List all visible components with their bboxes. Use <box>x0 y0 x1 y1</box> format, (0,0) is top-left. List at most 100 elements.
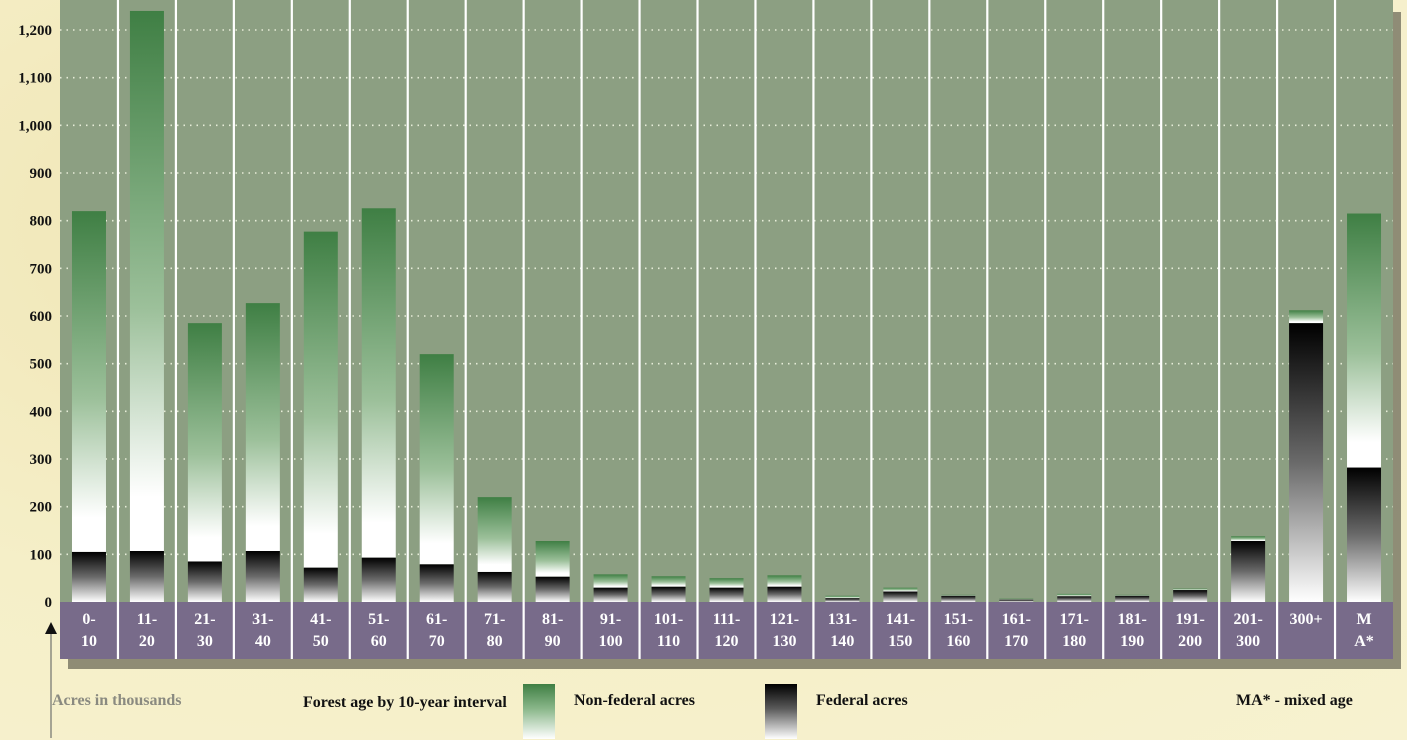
bar-nonfederal <box>651 576 686 587</box>
bar-nonfederal <box>1231 536 1266 541</box>
bar-nonfederal <box>535 540 570 577</box>
mixed-age-note: MA* - mixed age <box>1236 692 1353 709</box>
x-tick-label: M <box>1356 611 1371 628</box>
x-tick-label: 300 <box>1236 633 1260 650</box>
x-tick-label: 11- <box>137 611 157 628</box>
bar-federal <box>129 550 164 602</box>
bars <box>71 10 1382 602</box>
bar-federal <box>1115 595 1150 602</box>
x-tick-label: 191- <box>1175 611 1204 628</box>
bar-nonfederal <box>477 497 512 572</box>
bar-federal <box>1231 540 1266 602</box>
x-tick-label: 60 <box>371 633 387 650</box>
x-tick-label: 130 <box>772 633 796 650</box>
bar-federal <box>419 564 454 602</box>
up-arrow-icon <box>45 622 57 738</box>
x-tick-label: 30 <box>197 633 213 650</box>
x-tick-label: 170 <box>1004 633 1028 650</box>
y-tick-label: 600 <box>30 309 53 325</box>
x-tick-label: 91- <box>600 611 621 628</box>
y-tick-label: 800 <box>30 214 53 230</box>
x-tick-label: 111- <box>713 611 741 628</box>
plot-area <box>60 0 1393 602</box>
x-tick-label: 51- <box>368 611 389 628</box>
y-tick-label: 900 <box>30 166 53 182</box>
x-tick-label: 41- <box>310 611 331 628</box>
x-tick-label: 140 <box>830 633 854 650</box>
bar-nonfederal <box>883 587 918 592</box>
x-tick-label: 71- <box>484 611 505 628</box>
bar-nonfederal <box>825 595 860 599</box>
x-tick-label: 40 <box>255 633 271 650</box>
bar-federal <box>593 587 628 602</box>
column-separators <box>116 0 1337 659</box>
bar-federal <box>477 571 512 602</box>
x-tick-label: 300+ <box>1290 611 1323 628</box>
x-tick-label: 120 <box>715 633 739 650</box>
bar-nonfederal <box>245 303 280 551</box>
x-tick-label: 31- <box>252 611 273 628</box>
grid-lines <box>60 29 1393 556</box>
legend-label-nonfederal: Non-federal acres <box>574 692 695 709</box>
x-tick-label: 131- <box>828 611 857 628</box>
x-tick-label: 150 <box>888 633 912 650</box>
bar-federal <box>767 586 802 602</box>
y-tick-label: 1,100 <box>18 71 52 87</box>
y-tick-label: 100 <box>30 547 53 563</box>
y-tick-label: 400 <box>30 404 53 420</box>
bar-nonfederal <box>1057 593 1092 597</box>
chart: 0 100 200 300 400 500 600 700 800 900 1,000 1,100 1,… <box>18 0 1393 659</box>
x-tick-label: 0- <box>82 611 95 628</box>
bar-nonfederal <box>303 231 338 568</box>
bar-federal <box>361 557 396 602</box>
x-tick-label: 121- <box>770 611 799 628</box>
x-axis-ticks: 0- 10 11- 20 21- 30 31- 40 41- 50 51- 60 61- 70 71- 80 8… <box>81 611 1374 650</box>
x-tick-label: 20 <box>139 633 155 650</box>
bar-federal <box>187 561 222 602</box>
bar-nonfederal <box>419 354 454 565</box>
legend-label-federal: Federal acres <box>816 692 908 709</box>
bar-federal <box>303 567 338 602</box>
bar-federal <box>71 551 106 602</box>
bar-federal <box>1057 596 1092 602</box>
bar-nonfederal <box>767 575 802 587</box>
x-tick-label: 171- <box>1060 611 1089 628</box>
y-tick-label: 700 <box>30 261 53 277</box>
bar-nonfederal <box>187 323 222 562</box>
x-tick-label: 70 <box>429 633 445 650</box>
x-tick-label: 190 <box>1120 633 1144 650</box>
bar-federal <box>245 550 280 602</box>
y-tick-label: 0 <box>45 595 53 611</box>
x-tick-label: 81- <box>542 611 563 628</box>
bar-federal <box>1173 590 1208 602</box>
bar-federal <box>651 586 686 602</box>
bar-nonfederal <box>1289 310 1324 324</box>
x-tick-label: 160 <box>946 633 970 650</box>
x-tick-label: 50 <box>313 633 329 650</box>
x-tick-label: 180 <box>1062 633 1086 650</box>
x-tick-label: 141- <box>886 611 915 628</box>
bar-nonfederal <box>593 574 628 588</box>
bar-federal <box>1289 323 1324 602</box>
y-axis-ticks: 0 100 200 300 400 500 600 700 800 900 1,000 1,100 1,… <box>18 23 52 611</box>
y-tick-label: 1,200 <box>18 23 52 39</box>
bar-nonfederal <box>709 578 744 588</box>
bar-federal <box>535 576 570 602</box>
bar-nonfederal <box>1347 213 1382 468</box>
x-tick-label: 200 <box>1178 633 1202 650</box>
bar-nonfederal <box>999 598 1034 600</box>
bar-nonfederal <box>941 594 976 596</box>
bar-federal <box>999 599 1034 602</box>
bar-nonfederal <box>71 211 106 552</box>
x-axis-title-text: Forest age by 10-year interval <box>303 694 507 711</box>
legend-swatch-federal <box>765 684 797 739</box>
x-tick-label: 161- <box>1002 611 1031 628</box>
y-tick-label: 1,000 <box>18 118 52 134</box>
x-tick-label: 90 <box>545 633 561 650</box>
x-tick-label: 80 <box>487 633 503 650</box>
x-tick-label: 110 <box>657 633 680 650</box>
y-axis-unit-label: Acres in thousands <box>52 692 182 709</box>
bar-federal <box>1347 467 1382 602</box>
bar-nonfederal <box>1115 594 1150 596</box>
x-tick-label: 181- <box>1118 611 1147 628</box>
